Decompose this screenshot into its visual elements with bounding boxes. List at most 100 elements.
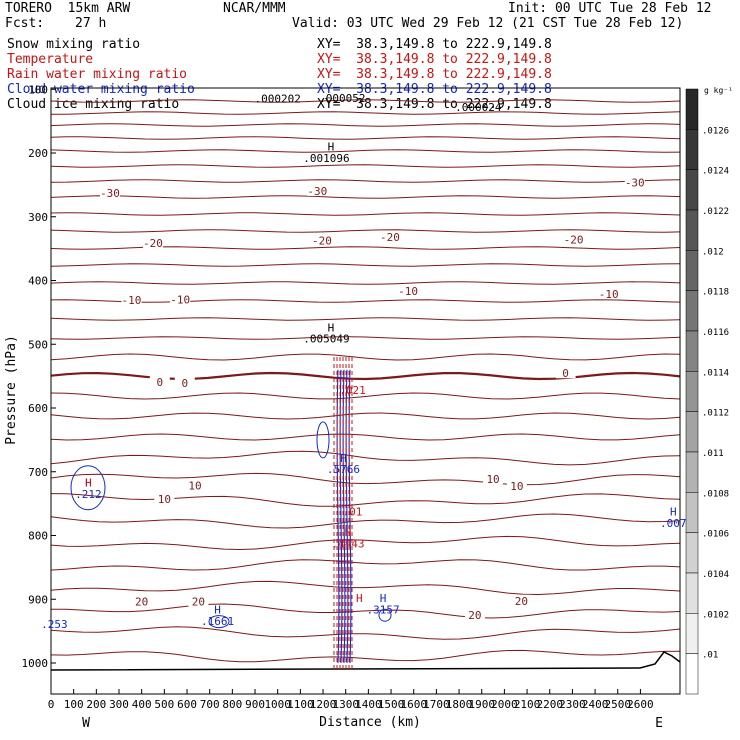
colorbar-label: .0116	[702, 328, 729, 338]
temperature-label-bg	[174, 376, 195, 388]
temperature-label: 20	[135, 595, 148, 608]
temperature-label-bg	[563, 233, 584, 245]
temperature-contour	[50, 626, 681, 640]
temperature-contour	[50, 149, 681, 153]
colorbar-segment	[685, 371, 699, 412]
temperature-label: -20	[312, 235, 332, 248]
temperature-label: 10	[510, 480, 523, 493]
colorbar-segment	[685, 169, 699, 211]
y-tick-label: 1000	[22, 657, 49, 670]
temperature-label-bg	[464, 608, 485, 620]
colorbar-segment	[685, 451, 699, 493]
x-tick-label: 1300	[332, 698, 359, 711]
field-rain-xsec: XY= 38.3,149.8 to 222.9,149.8	[317, 67, 552, 82]
colorbar-label: .0126	[702, 126, 729, 136]
extremum-label: .001096	[303, 152, 349, 165]
colorbar: .0126 .0124 .0122 .012 .0118 .0116 .0114 .0112.…	[685, 88, 729, 695]
temperature-contour	[50, 99, 681, 103]
temperature-contour	[50, 559, 681, 571]
y-tick-label: 800	[28, 530, 48, 543]
colorbar-segment	[685, 492, 699, 533]
temperature-label: -20	[564, 233, 584, 246]
field-rain: Rain water mixing ratio	[7, 67, 188, 82]
cloud-water-cell	[378, 608, 392, 622]
x-tick-label: 500	[154, 698, 174, 711]
temperature-contour	[50, 535, 681, 551]
colorbar-label: .0112	[702, 409, 729, 419]
extremum-label: .212	[75, 488, 102, 501]
temperature-label: 0	[562, 367, 569, 380]
temperature-contour	[50, 603, 681, 619]
extremum-label: H	[85, 476, 92, 489]
temperature-contour	[50, 179, 681, 183]
temperature-label: -30	[625, 177, 645, 190]
temperature-contour	[50, 195, 681, 199]
colorbar-label: .011	[702, 449, 724, 459]
temperature-label: 20	[515, 595, 528, 608]
extremum-label: H	[380, 592, 387, 605]
temperature-label-bg	[555, 367, 576, 379]
colorbar-label: .012	[702, 247, 724, 257]
colorbar-label: .0114	[702, 368, 729, 378]
temperature-label: 10	[188, 479, 201, 492]
x-tick-label: 1100	[287, 698, 314, 711]
x-tick-label: 700	[200, 698, 220, 711]
colorbar-label: .0108	[702, 489, 729, 499]
colorbar-label: .0124	[702, 167, 729, 177]
y-tick-label: 600	[28, 402, 48, 415]
x-tick-label: 1700	[423, 698, 450, 711]
colorbar-segment	[685, 532, 699, 574]
temperature-label: -30	[307, 185, 327, 198]
x-end-left: W	[82, 716, 90, 731]
temperature-label-bg	[598, 288, 619, 300]
temperature-label-bg	[398, 284, 419, 296]
colorbar-segment	[685, 653, 699, 695]
temperature-label-bg	[184, 479, 205, 491]
temperature-contour	[50, 493, 681, 507]
temperature-contour	[50, 317, 681, 321]
extremum-label: .007	[660, 517, 687, 530]
model-title: TORERO 15km ARW	[5, 1, 131, 16]
extremum-label: .000052	[319, 92, 365, 105]
x-tick-label: 100	[64, 698, 84, 711]
temperature-contour	[50, 433, 681, 441]
temperature-contour	[50, 353, 681, 361]
colorbar-label: .0118	[702, 288, 729, 298]
x-end-right: E	[655, 716, 663, 731]
extremum-label: H	[328, 322, 335, 335]
temperature-label: -10	[599, 288, 619, 301]
x-tick-label: 0	[48, 698, 55, 711]
field-snow-xsec: XY= 38.3,149.8 to 222.9,149.8	[317, 37, 552, 52]
x-tick-label: 2200	[536, 698, 563, 711]
colorbar-label: .0122	[702, 207, 729, 217]
extremum-label: .253	[41, 618, 68, 631]
x-tick-label: 900	[245, 698, 265, 711]
colorbar-segment	[685, 88, 699, 130]
x-axis: 0 100 200 300 400 500 600 700 800 900 100011001200…	[48, 689, 654, 711]
temperature-contour	[50, 164, 681, 168]
x-tick-label: 2000	[491, 698, 518, 711]
extremum-label: H	[356, 592, 363, 605]
extremum-label: .5766	[327, 463, 360, 476]
x-tick-label: 2300	[559, 698, 586, 711]
y-tick-label: 700	[28, 466, 48, 479]
x-tick-label: 1800	[446, 698, 473, 711]
temperature-label: -10	[170, 293, 190, 306]
x-tick-label: 2500	[605, 698, 632, 711]
temperature-label-bg	[170, 293, 191, 305]
valid-time: Valid: 03 UTC Wed 29 Feb 12 (21 CST Tue …	[292, 16, 684, 31]
colorbar-segment	[685, 209, 699, 251]
y-axis: 100 200 300 400 500 600 700 800 900 1000	[22, 83, 56, 670]
temperature-contour	[50, 580, 681, 596]
temperature-contour	[50, 281, 681, 285]
temperature-label-bg	[121, 293, 142, 305]
x-tick-label: 2100	[514, 698, 541, 711]
colorbar-segment	[685, 572, 699, 614]
contour-labels: -30 -30 -30 -20 -20 -20 -20 -10 -10 -10 -10 0 0 0 10 10…	[41, 92, 686, 631]
x-tick-label: 1600	[400, 698, 427, 711]
extremum-label: H	[670, 506, 677, 519]
center-title: NCAR/MMM	[223, 1, 286, 16]
colorbar-segment	[685, 250, 699, 291]
x-tick-label: 400	[132, 698, 152, 711]
temperature-label-bg	[99, 186, 120, 198]
